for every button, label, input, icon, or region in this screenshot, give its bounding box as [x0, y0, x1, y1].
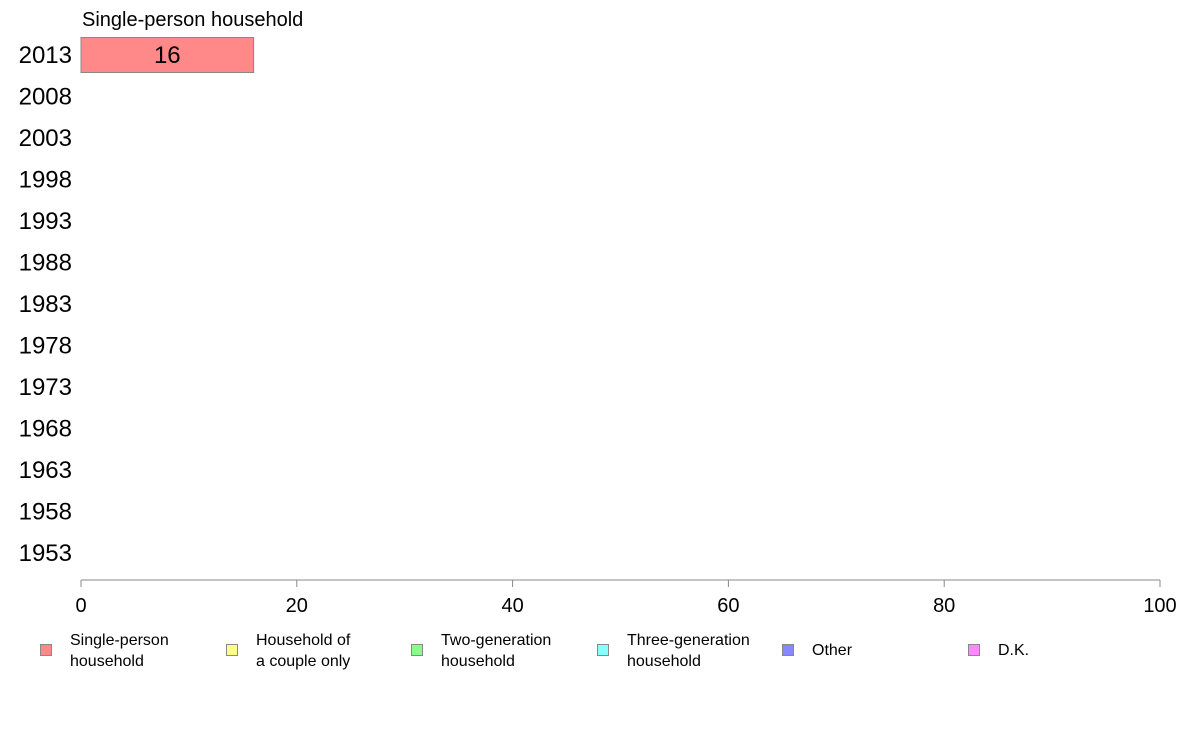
x-axis-ticks: 0 20 40 60 80 100	[75, 580, 1177, 617]
y-tick-label: 1963	[19, 457, 72, 484]
legend-label: Single-person household	[70, 632, 169, 670]
series-label: Single-person household	[82, 9, 303, 31]
legend-swatch	[226, 644, 238, 656]
legend-swatch	[411, 644, 423, 656]
x-tick-label: 0	[75, 595, 86, 617]
legend-swatch	[40, 644, 52, 656]
y-tick-label: 1973	[19, 374, 72, 401]
legend-label: Household of a couple only	[256, 632, 351, 670]
legend-label: Two-generation household	[441, 632, 552, 670]
y-tick-label: 1978	[19, 333, 72, 360]
legend-swatch	[597, 644, 609, 656]
y-axis-labels: 2013 2008 2003 1998 1993 1988 1983 1978 1973 1968…	[19, 42, 72, 567]
chart: Single-person household 16 2013 2008 2003 1…	[19, 9, 1177, 617]
x-tick-label: 20	[286, 595, 308, 617]
y-tick-label: 1988	[19, 250, 72, 277]
x-tick-label: 60	[717, 595, 739, 617]
y-tick-label: 1968	[19, 416, 72, 443]
bars: 16	[80, 37, 255, 73]
y-tick-label: 2008	[19, 84, 72, 111]
bar-value-label: 16	[154, 42, 181, 69]
y-tick-label: 1983	[19, 291, 72, 318]
y-tick-label: 2013	[19, 42, 72, 69]
legend: Single-person household Household of a co…	[0, 628, 1188, 678]
y-tick-label: 1998	[19, 167, 72, 194]
x-tick-label: 100	[1143, 595, 1176, 617]
x-tick-label: 40	[501, 595, 523, 617]
legend-label: Three-generation household	[627, 632, 750, 670]
x-tick-label: 80	[933, 595, 955, 617]
legend-swatch	[782, 644, 794, 656]
y-tick-label: 1993	[19, 208, 72, 235]
legend-swatch	[968, 644, 980, 656]
y-tick-label: 1953	[19, 540, 72, 567]
y-tick-label: 1958	[19, 499, 72, 526]
bar	[80, 37, 255, 73]
legend-label: Other	[812, 642, 853, 659]
legend-label: D.K.	[998, 642, 1030, 659]
y-tick-label: 2003	[19, 125, 72, 152]
